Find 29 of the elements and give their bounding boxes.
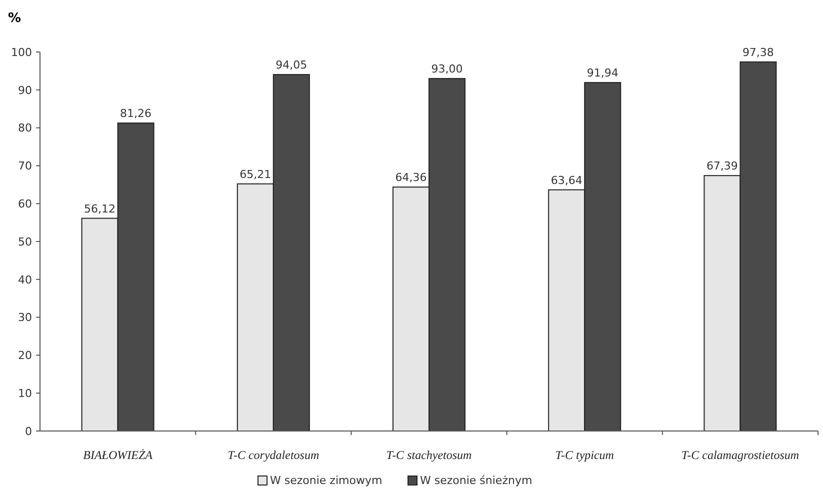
data-label: 81,26 xyxy=(120,107,152,120)
y-tick-label: 60 xyxy=(18,197,32,210)
x-tick-label: T-C calamagrostietosum xyxy=(681,448,800,462)
data-label: 56,12 xyxy=(84,202,116,216)
data-label: 64,36 xyxy=(395,171,427,184)
x-tick-label: T-C corydaletosum xyxy=(228,448,320,462)
y-tick-label: 10 xyxy=(18,386,32,400)
y-axis-title: % xyxy=(8,11,22,26)
y-tick-label: 30 xyxy=(18,311,32,324)
y-tick-label: 0 xyxy=(25,424,32,438)
legend-label: W sezonie śnieżnym xyxy=(420,474,532,487)
legend-label: W sezonie zimowym xyxy=(270,474,382,487)
y-tick-label: 80 xyxy=(18,122,32,135)
x-tick-label: BIAŁOWIEŻA xyxy=(83,448,154,462)
y-tick-label: 50 xyxy=(18,235,32,248)
data-label: 65,21 xyxy=(240,168,272,181)
y-tick-label: 90 xyxy=(18,84,32,97)
data-label: 63,64 xyxy=(550,174,582,187)
x-tick-label: T-C stachyetosum xyxy=(386,448,472,462)
y-tick-label: 20 xyxy=(18,349,32,362)
y-tick-label: 40 xyxy=(18,273,32,286)
data-label: 97,38 xyxy=(742,46,774,59)
data-label: 91,94 xyxy=(586,66,618,80)
data-label: 67,39 xyxy=(706,160,738,173)
y-tick-label: 70 xyxy=(18,160,32,173)
data-label: 93,00 xyxy=(431,62,463,76)
x-tick-label: T-C typicum xyxy=(555,448,614,462)
y-tick-label: 100 xyxy=(11,46,32,59)
data-label: 94,05 xyxy=(276,58,308,72)
